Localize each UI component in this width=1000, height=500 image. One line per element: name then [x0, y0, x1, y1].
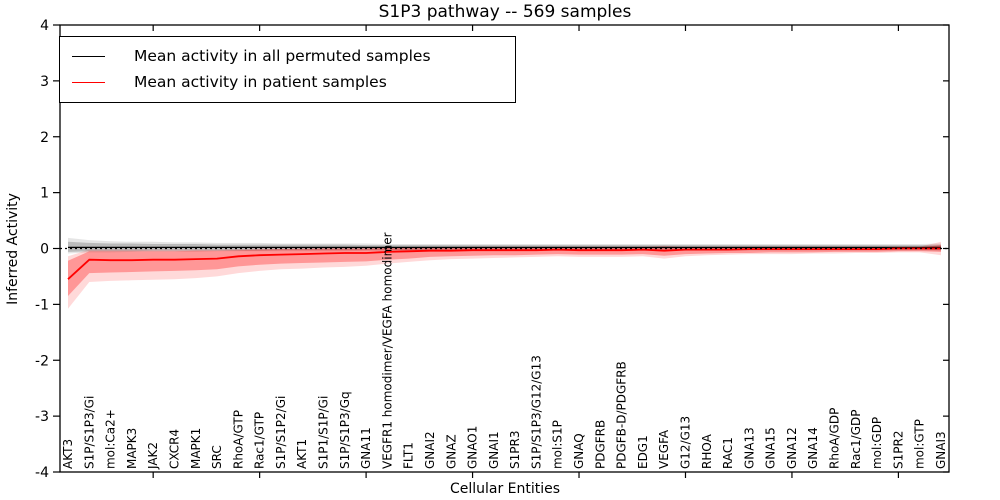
x-category-label: SRC: [210, 445, 224, 469]
x-category-label: RHOA: [700, 433, 714, 469]
x-category-label: GNAO1: [466, 426, 480, 469]
legend-label-permuted: Mean activity in all permuted samples: [134, 47, 431, 65]
legend-line-permuted-icon: [72, 55, 105, 57]
y-tick-label: -1: [35, 297, 49, 313]
x-category-label: mol:GTP: [913, 419, 927, 469]
x-category-label: mol:GDP: [870, 417, 884, 469]
x-category-label: S1P/S1P3/G12/G13: [529, 355, 543, 469]
x-category-label: AKT1: [295, 439, 309, 469]
x-category-label: Rac1/GDP: [849, 410, 863, 469]
x-category-label: JAK2: [146, 442, 160, 470]
legend-item-patient: Mean activity in patient samples: [72, 69, 505, 95]
x-category-label: RhoA/GTP: [231, 410, 245, 469]
x-category-label: S1P1/S1P/Gi: [317, 396, 331, 469]
x-category-label: GNA15: [764, 427, 778, 469]
y-tick-label: 1: [40, 186, 49, 202]
x-category-label: RAC1: [721, 437, 735, 469]
y-tick-label: 4: [40, 18, 49, 34]
x-category-label: GNA12: [785, 427, 799, 469]
x-category-label: GNAI1: [487, 431, 501, 469]
x-category-label: S1PR3: [508, 431, 522, 469]
legend-item-permuted: Mean activity in all permuted samples: [72, 43, 505, 69]
legend: Mean activity in all permuted samples Me…: [59, 36, 516, 103]
x-category-label: GNA11: [359, 427, 373, 469]
x-category-label: VEGFR1 homodimer/VEGFA homodimer: [380, 232, 394, 469]
y-tick-label: 2: [40, 130, 49, 146]
x-category-label: Rac1/GTP: [253, 412, 267, 469]
y-tick-label: -4: [35, 465, 49, 481]
x-category-label: S1P/S1P3/Gi: [82, 396, 96, 469]
patient-mean-line: [67, 247, 941, 280]
x-category-label: GNAI3: [934, 431, 948, 469]
y-axis-label: Inferred Activity: [5, 193, 21, 305]
x-category-label: mol:S1P: [551, 420, 565, 469]
x-category-label: PDGFB-D/PDGFRB: [615, 361, 629, 469]
x-category-label: S1P/S1P2/Gi: [274, 396, 288, 469]
x-category-label: GNAQ: [572, 433, 586, 469]
patient-band-outer: [68, 241, 941, 309]
x-axis-label: Cellular Entities: [449, 481, 561, 497]
x-category-label: G12/G13: [678, 416, 692, 469]
x-category-label: S1P/S1P3/Gq: [338, 391, 352, 469]
x-category-label: GNAI2: [423, 431, 437, 469]
y-tick-label: -3: [35, 409, 49, 425]
x-category-label: EDG1: [636, 435, 650, 469]
x-category-label: VEGFA: [657, 429, 671, 469]
x-category-label: CXCR4: [167, 429, 181, 469]
patient-band-inner: [68, 245, 941, 296]
chart-title: S1P3 pathway -- 569 samples: [378, 2, 632, 22]
x-category-label: GNAZ: [444, 434, 458, 469]
y-tick-label: 3: [40, 74, 49, 90]
x-category-label: PDGFRB: [593, 420, 607, 469]
legend-label-patient: Mean activity in patient samples: [134, 73, 387, 91]
y-tick-label: -2: [35, 353, 49, 369]
x-category-label: S1PR2: [891, 431, 905, 469]
x-category-label: MAPK3: [125, 428, 139, 469]
x-category-label: FLT1: [402, 442, 416, 469]
x-category-label: MAPK1: [189, 428, 203, 469]
x-category-label: GNA13: [742, 427, 756, 469]
x-category-label: mol:Ca2+: [104, 409, 118, 469]
x-category-label: GNA14: [806, 427, 820, 469]
y-tick-label: 0: [40, 242, 49, 258]
x-category-label: AKT3: [61, 439, 75, 469]
legend-line-patient-icon: [72, 81, 105, 83]
x-category-label: RhoA/GDP: [828, 408, 842, 469]
